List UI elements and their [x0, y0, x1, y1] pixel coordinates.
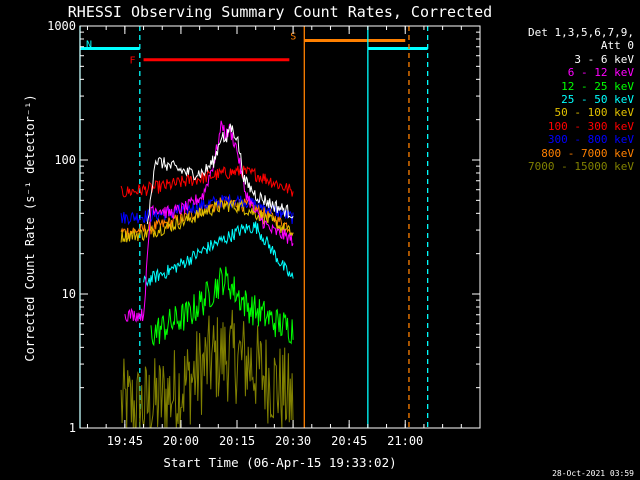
vertical-markers	[79, 26, 429, 428]
flag-bars: N F S	[80, 31, 428, 67]
x-tick-label-1: 20:00	[163, 434, 199, 448]
axes: 1 10 100 1000 19:45 20:00 20:15 20:30 20:45 21:00	[47, 19, 481, 448]
legend-entry-5: 100 - 300 keV	[547, 119, 634, 133]
x-tick-label-2: 20:15	[219, 434, 255, 448]
legend-entry-6: 300 - 800 keV	[547, 133, 634, 147]
legend: Det 1,3,5,6,7,9, Att 0 3 - 6 keV 6 - 12 k…	[482, 26, 634, 173]
series-line-1	[124, 120, 294, 323]
plot-frame	[79, 25, 481, 429]
legend-entry-1: 6 - 12 keV	[567, 66, 634, 80]
legend-entry-0: 3 - 6 keV	[574, 52, 634, 66]
y-tick-label-3: 1000	[47, 19, 76, 33]
legend-entry-2: 12 - 25 keV	[561, 79, 634, 93]
timestamp: 28-Oct-2021 03:59	[552, 469, 634, 478]
chart-title: RHESSI Observing Summary Count Rates, Co…	[68, 3, 492, 21]
legend-entry-4: 50 - 100 keV	[554, 106, 634, 120]
x-tick-label-4: 20:45	[331, 434, 367, 448]
flag-label-2: S	[290, 31, 296, 42]
y-tick-label-1: 10	[62, 287, 76, 301]
legend-entry-8: 7000 - 15000 keV	[528, 160, 634, 174]
series-line-2	[150, 266, 294, 347]
legend-header-line-1: Det 1,3,5,6,7,9,	[528, 26, 634, 39]
x-tick-label-3: 20:30	[275, 434, 311, 448]
series-line-3	[143, 221, 294, 287]
x-axis-label: Start Time (06-Apr-15 19:33:02)	[163, 455, 396, 470]
series-line-0	[146, 122, 294, 225]
y-tick-label-0: 1	[69, 421, 76, 435]
legend-entry-7: 800 - 7000 keV	[541, 146, 634, 160]
x-tick-label-0: 19:45	[107, 434, 143, 448]
series-line-8	[120, 309, 294, 429]
legend-entry-3: 25 - 50 keV	[561, 93, 634, 107]
legend-header-line-2: Att 0	[600, 39, 634, 53]
x-tick-label-5: 21:00	[387, 434, 423, 448]
series-line-5	[120, 165, 294, 198]
data-series	[120, 120, 294, 429]
y-axis-label: Corrected Count Rate (s⁻¹ detector⁻¹)	[23, 94, 37, 361]
y-tick-label-2: 100	[54, 153, 76, 167]
flag-label-0: N	[86, 39, 92, 50]
flag-label-1: F	[130, 56, 136, 67]
series-line-6	[120, 194, 294, 226]
